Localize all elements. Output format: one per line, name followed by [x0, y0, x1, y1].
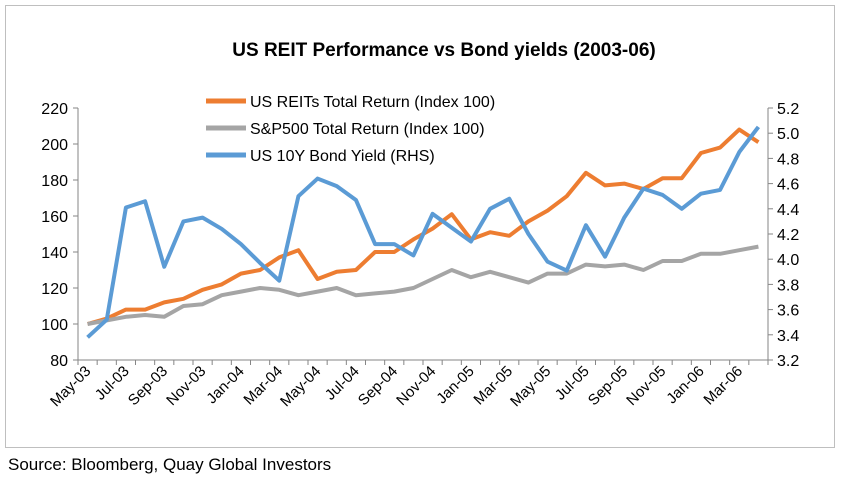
y-tick-label: 100: [41, 317, 68, 334]
x-tick-label: Jan-06: [663, 363, 707, 407]
legend-label: S&P500 Total Return (Index 100): [250, 121, 485, 138]
x-tick-label: Mar-06: [700, 363, 746, 409]
y-tick-label: 180: [41, 173, 68, 190]
y2-tick-label: 4.6: [777, 177, 799, 194]
x-tick-label: May-04: [277, 363, 324, 410]
y2-tick-label: 5.0: [777, 126, 799, 143]
series-line: [86, 125, 761, 339]
y-tick-label: 220: [41, 101, 68, 118]
x-tick-label: Nov-05: [623, 363, 669, 409]
x-tick-label: Nov-04: [393, 363, 439, 409]
y-tick-label: 120: [41, 281, 68, 298]
y2-tick-label: 5.2: [777, 101, 799, 118]
y-tick-label: 140: [41, 245, 68, 262]
series-line: [87, 244, 759, 326]
y2-tick-label: 4.2: [777, 227, 799, 244]
y2-tick-label: 4.8: [777, 151, 799, 168]
y-tick-label: 200: [41, 137, 68, 154]
line-chart: US REIT Performance vs Bond yields (2003…: [41, 40, 799, 410]
y2-tick-label: 4.4: [777, 202, 799, 219]
x-tick-label: May-05: [507, 363, 554, 410]
x-tick-label: Nov-03: [163, 363, 209, 409]
legend-label: US 10Y Bond Yield (RHS): [250, 148, 435, 165]
chart-frame: US REIT Performance vs Bond yields (2003…: [5, 5, 835, 448]
y-tick-label: 80: [50, 353, 68, 370]
y2-tick-label: 4.0: [777, 252, 799, 269]
x-tick-label: Sep-03: [125, 363, 171, 409]
y2-tick-label: 3.2: [777, 353, 799, 370]
x-tick-label: Sep-05: [585, 363, 631, 409]
y-tick-label: 160: [41, 209, 68, 226]
y2-tick-label: 3.8: [777, 277, 799, 294]
y2-tick-label: 3.6: [777, 303, 799, 320]
y2-tick-label: 3.4: [777, 328, 799, 345]
legend-label: US REITs Total Return (Index 100): [250, 94, 495, 111]
x-tick-label: Jan-04: [203, 363, 247, 407]
x-tick-label: Sep-04: [355, 363, 401, 409]
source-note: Source: Bloomberg, Quay Global Investors: [8, 455, 332, 474]
chart-title: US REIT Performance vs Bond yields (2003…: [232, 40, 655, 61]
x-tick-label: Jan-05: [433, 363, 477, 407]
